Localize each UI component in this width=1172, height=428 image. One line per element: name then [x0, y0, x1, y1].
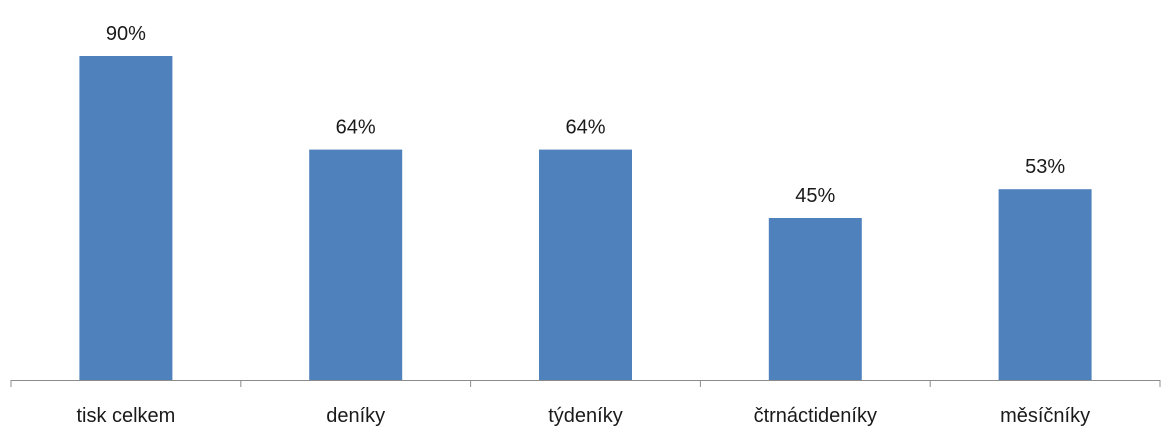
data-label-tisk-celkem: 90% — [106, 23, 146, 45]
bar-tisk-celkem — [79, 56, 173, 380]
bar-deniky — [309, 149, 403, 380]
bars-group — [79, 56, 1092, 380]
bar-mesicniky — [998, 189, 1092, 380]
data-label-mesicniky: 53% — [1025, 156, 1065, 178]
category-label-tisk-celkem: tisk celkem — [76, 405, 175, 427]
data-label-deniky: 64% — [336, 117, 376, 139]
category-label-tydeniky: týdeníky — [548, 405, 622, 427]
data-label-tydeniky: 64% — [565, 117, 605, 139]
value-labels-group: 90% 64% 64% 45% 53% — [106, 23, 1065, 207]
bar-ctrnactideniky — [768, 218, 862, 380]
data-label-ctrnactideniky: 45% — [795, 185, 835, 207]
bar-tydeniky — [539, 149, 632, 380]
category-label-ctrnactideniky: čtrnáctideníky — [754, 405, 877, 427]
x-axis — [10, 380, 1161, 387]
category-labels-group: tisk celkem deníky týdeníky čtrnáctideníky m… — [76, 405, 1090, 427]
category-label-deniky: deníky — [326, 405, 385, 427]
category-label-mesicniky: měsíčníky — [1000, 405, 1090, 427]
